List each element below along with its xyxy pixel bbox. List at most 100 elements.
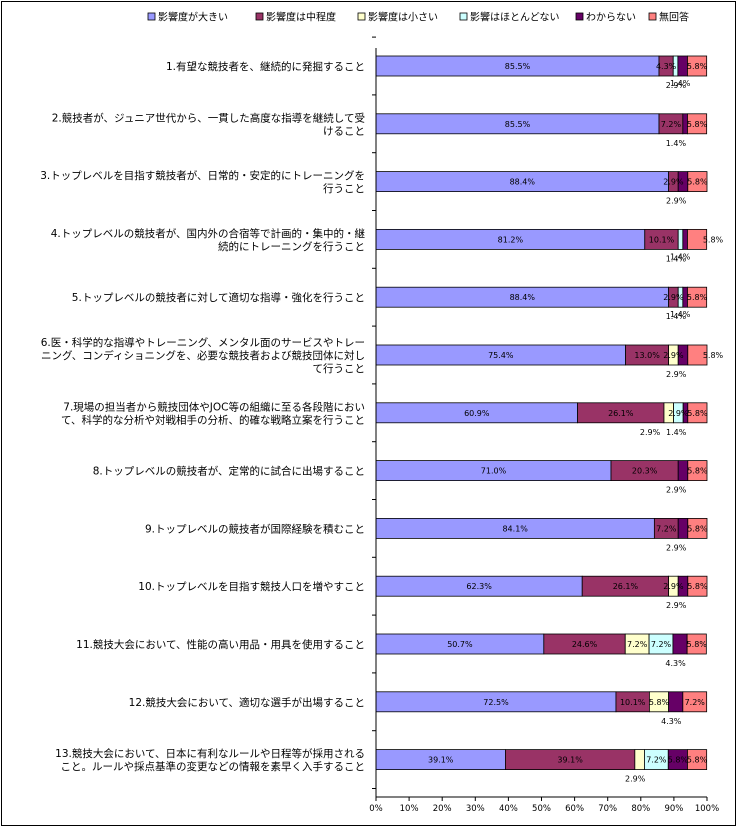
bar-segment <box>687 228 708 250</box>
data-label: 1.4% <box>670 310 691 319</box>
bar-segment <box>687 575 708 597</box>
category-label: 4.トップレベルの競技者が、国内外の合宿等で計画的・集中的・継 <box>51 227 366 240</box>
category-label: ニング、コンディショニングを、必要な競技者および競技団体に対し <box>41 349 365 362</box>
data-label: 10.1% <box>620 698 646 707</box>
category-label: 6.医・科学的な指導やトレーニング、メンタル面のサービスやトレー <box>41 336 365 349</box>
legend-entry: 影響はほとんどない <box>470 11 560 24</box>
bar-segment <box>687 55 708 77</box>
category-label: 13.競技大会において、日本に有利なルールや日程等が採用される <box>55 747 365 760</box>
bar-segment <box>687 171 708 193</box>
category-labels: 1.有望な競技者を、継続的に発掘すること 2.競技者が、ジュニア世代から、一貫した… <box>40 60 365 773</box>
legend: 影響度が大きい 影響度は中程度 影響度は小さい 影響はほとんどない わからない 無回答 <box>147 11 689 24</box>
data-label: 5.8% <box>649 698 670 707</box>
bar-segment <box>686 633 707 655</box>
data-label: 7.2% <box>627 640 648 649</box>
data-label: 5.8% <box>687 582 708 591</box>
data-label: 2.9% <box>640 428 661 437</box>
bar-segment <box>687 286 708 308</box>
data-label: 5.8% <box>687 640 708 649</box>
x-tick-label: 60% <box>565 804 584 814</box>
x-tick-label: 10% <box>400 804 419 814</box>
data-label: 5.8% <box>687 120 708 129</box>
data-label: 81.2% <box>498 235 524 244</box>
data-label: 4.3% <box>665 659 686 668</box>
data-label: 39.1% <box>428 756 454 765</box>
bar-segment <box>682 691 708 713</box>
x-tick-label: 50% <box>532 804 551 814</box>
data-label: 5.8% <box>687 756 708 765</box>
data-label: 7.2% <box>661 120 682 129</box>
data-label: 88.4% <box>510 178 536 187</box>
data-label: 5.8% <box>687 409 708 418</box>
data-label: 7.2% <box>656 524 677 533</box>
category-label: 続的にトレーニングを行うこと <box>218 240 365 253</box>
category-label: 2.競技者が、ジュニア世代から、一貫した高度な指導を継続して受 <box>52 111 365 124</box>
data-label: 85.5% <box>505 62 531 71</box>
category-label: 8.トップレベルの競技者が、定常的に試合に出場すること <box>93 465 365 478</box>
data-label: 13.0% <box>634 351 660 360</box>
category-label: 7.現場の担当者から競技団体やJOC等の組織に至る各段階におい <box>63 400 365 413</box>
data-label: 75.4% <box>488 351 514 360</box>
data-label: 2.9% <box>666 370 687 379</box>
data-label: 5.8% <box>687 467 708 476</box>
data-label: 26.1% <box>613 582 639 591</box>
legend-entry: 影響度が大きい <box>158 11 228 24</box>
data-label: 7.2% <box>646 756 667 765</box>
legend-swatch <box>459 12 468 21</box>
x-tick-label: 70% <box>598 804 617 814</box>
data-label: 1.4% <box>666 428 687 437</box>
data-label: 2.9% <box>663 178 684 187</box>
category-label: 1.有望な競技者を、継続的に発掘すること <box>166 60 365 73</box>
data-label: 4.3% <box>661 717 682 726</box>
data-label: 84.1% <box>502 524 528 533</box>
data-label: 2.9% <box>666 81 687 90</box>
data-label: 1.4% <box>666 139 687 148</box>
data-label: 85.5% <box>505 120 531 129</box>
data-label: 2.9% <box>668 409 689 418</box>
bar-segment <box>668 691 684 713</box>
data-label: 7.2% <box>651 640 672 649</box>
bars: 85.5% 4.3% 5.8%1.4%2.9%85.5% 7.2% 5.8%1.4%88… <box>375 55 724 784</box>
bar-segment <box>682 228 688 250</box>
category-label: て、科学的な分析や対戦相手の分析、的確な戦略立案を行うこと <box>61 413 365 426</box>
data-label: 50.7% <box>447 640 473 649</box>
bar-segment <box>687 749 708 770</box>
data-label: 2.9% <box>663 293 684 302</box>
x-tick-label: 90% <box>664 804 683 814</box>
legend-entry: わからない <box>586 12 636 24</box>
x-tick-label: 100% <box>695 804 719 814</box>
x-tick-label: 20% <box>433 804 452 814</box>
data-label: 62.3% <box>466 582 492 591</box>
data-label: 71.0% <box>481 467 507 476</box>
data-label: 26.1% <box>608 409 634 418</box>
data-label: 4.3% <box>656 62 677 71</box>
data-label: 2.9% <box>666 486 687 495</box>
legend-swatch <box>255 12 264 21</box>
data-label: 5.8% <box>703 235 724 244</box>
data-label: 5.8% <box>668 756 689 765</box>
category-label: 9.トップレベルの競技者が国際経験を積むこと <box>145 522 365 535</box>
data-label: 2.9% <box>666 197 687 206</box>
data-label: 2.9% <box>666 543 687 552</box>
legend-entry: 無回答 <box>659 11 689 24</box>
bar-segment <box>687 460 708 482</box>
category-label: 行うこと <box>323 182 365 195</box>
data-label: 88.4% <box>510 293 536 302</box>
bar-segment <box>687 113 708 135</box>
data-label: 20.3% <box>632 467 658 476</box>
data-label: 39.1% <box>557 756 583 765</box>
legend-entry: 影響度は小さい <box>368 11 438 24</box>
x-tick-label: 0% <box>369 804 383 814</box>
data-label: 2.9% <box>663 351 684 360</box>
data-label: 5.8% <box>687 524 708 533</box>
bar-segment <box>672 633 688 655</box>
data-label: 10.1% <box>649 235 675 244</box>
category-label: こと。ルールや採点基準の変更などの情報を素早く入手すること <box>61 760 366 773</box>
bar-segment <box>634 749 645 770</box>
legend-entry: 影響度は中程度 <box>266 11 336 24</box>
data-label: 24.6% <box>572 640 598 649</box>
data-label: 2.9% <box>625 775 646 784</box>
x-axis: 0% 10% 20% 30% 40% 50% 60% 70% 80% 90% 100% <box>369 36 719 814</box>
data-label: 2.9% <box>663 582 684 591</box>
